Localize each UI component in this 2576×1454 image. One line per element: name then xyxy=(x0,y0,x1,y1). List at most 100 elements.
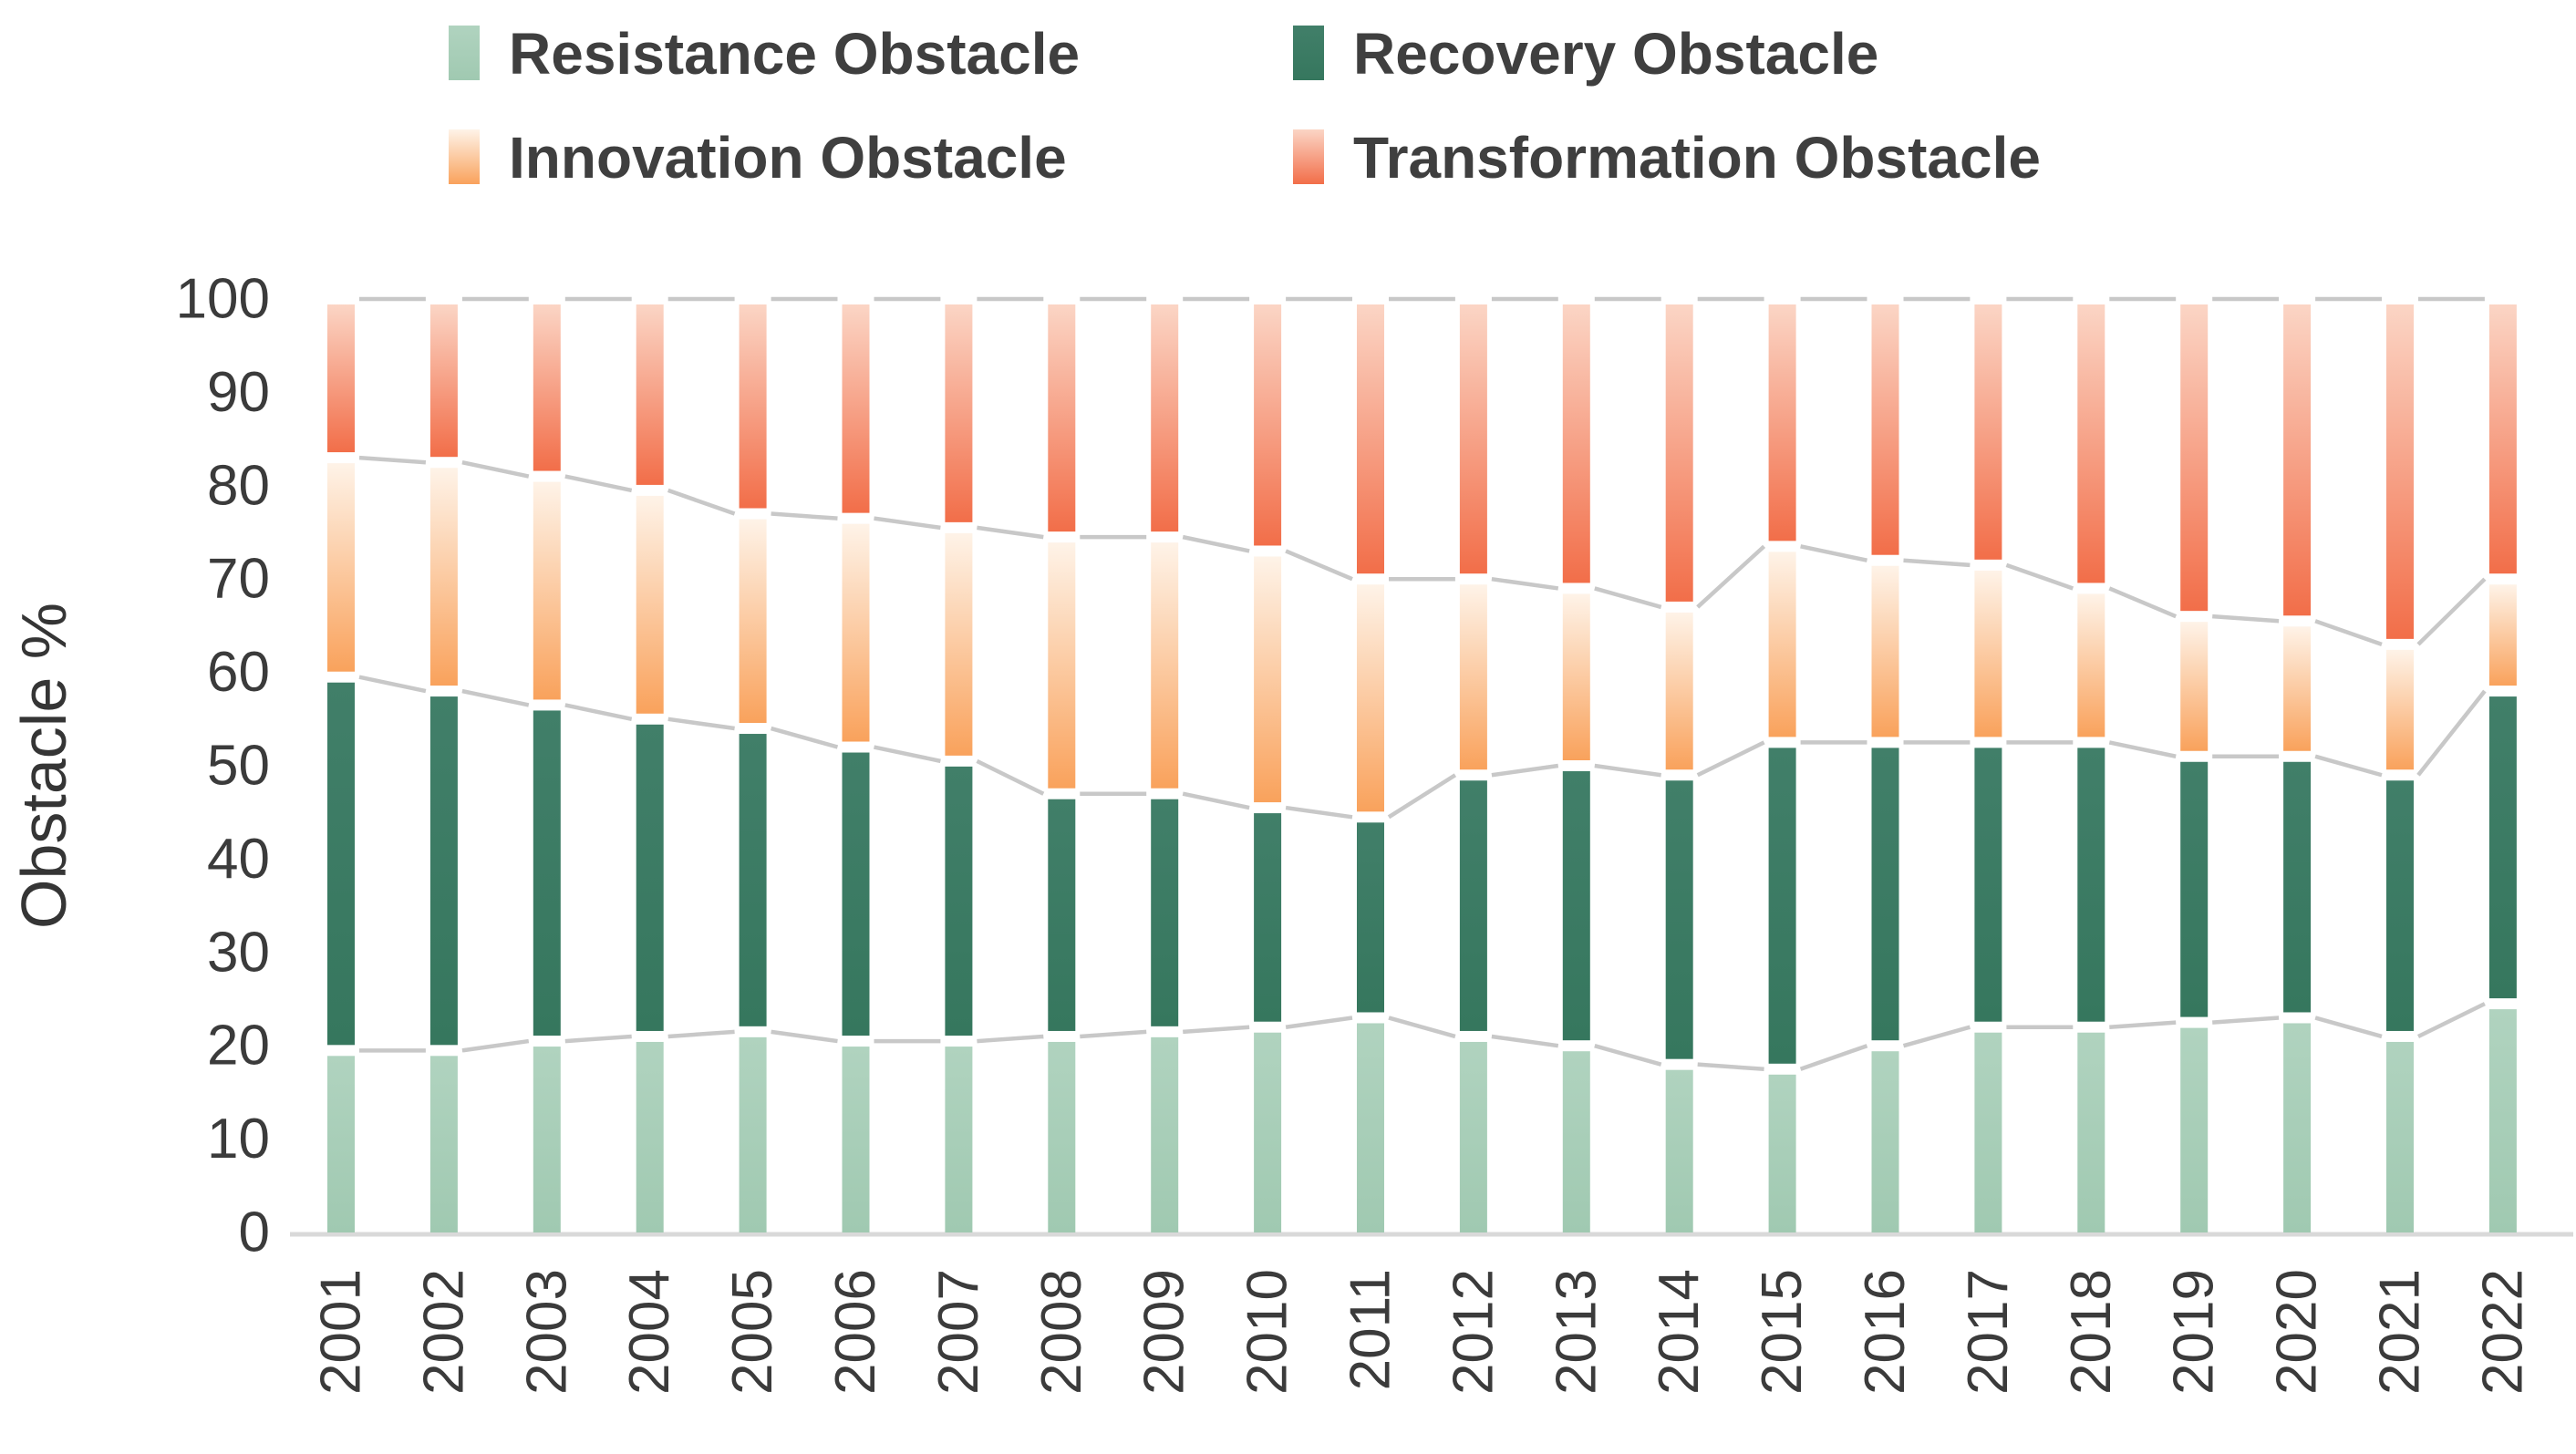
connector-line xyxy=(564,474,633,493)
connector-line xyxy=(1285,1016,1353,1029)
bar-segment-transformation-obstacle-2010 xyxy=(1254,304,1282,546)
connector-line xyxy=(1696,740,1765,778)
bar-segment-transformation-obstacle-2001 xyxy=(327,304,355,453)
y-tick-label-30: 30 xyxy=(207,921,270,984)
x-axis-labels: 2001 2002 2003 2004 2005 2006 2007 2008 2009 2010… xyxy=(310,1269,2535,1395)
bar-segment-recovery-obstacle-2022 xyxy=(2488,696,2517,999)
connector-line xyxy=(1800,544,1867,562)
connector-line xyxy=(1285,805,1353,820)
connector-line xyxy=(1182,534,1250,553)
bar-segment-resistance-obstacle-2018 xyxy=(2077,1032,2105,1232)
bar-segment-recovery-obstacle-2001 xyxy=(327,682,355,1046)
bar-segment-innovation-obstacle-2015 xyxy=(1768,552,1796,737)
x-label-2008: 2008 xyxy=(1030,1269,1093,1395)
connector-line xyxy=(2005,562,2074,591)
y-tick-label-70: 70 xyxy=(207,548,270,611)
x-label-2016: 2016 xyxy=(1854,1269,1917,1395)
legend-swatch-recovery xyxy=(1293,26,1324,80)
connector-line xyxy=(667,488,736,516)
bar-segment-resistance-obstacle-2004 xyxy=(636,1041,664,1232)
bar-segment-transformation-obstacle-2009 xyxy=(1151,304,1179,532)
bar-segment-innovation-obstacle-2006 xyxy=(842,523,870,742)
connector-line xyxy=(461,1038,530,1053)
y-tick-label-60: 60 xyxy=(207,641,270,704)
bar-segment-innovation-obstacle-2020 xyxy=(2283,626,2312,751)
x-label-2001: 2001 xyxy=(310,1269,373,1395)
x-label-2007: 2007 xyxy=(927,1269,990,1395)
connector-line xyxy=(461,688,530,707)
plot-area xyxy=(290,296,2573,1237)
y-tick-label-90: 90 xyxy=(207,361,270,424)
y-tick-label-0: 0 xyxy=(239,1201,270,1264)
bar-segment-transformation-obstacle-2021 xyxy=(2386,304,2414,639)
bar-segment-recovery-obstacle-2005 xyxy=(739,734,767,1026)
x-label-2015: 2015 xyxy=(1751,1269,1814,1395)
x-label-2012: 2012 xyxy=(1442,1269,1505,1395)
x-label-2018: 2018 xyxy=(2060,1269,2123,1395)
connector-line xyxy=(2416,689,2487,777)
y-tick-label-80: 80 xyxy=(207,454,270,517)
bar-segment-recovery-obstacle-2004 xyxy=(636,724,664,1031)
bar-segment-transformation-obstacle-2011 xyxy=(1357,304,1384,574)
legend-label-resistance: Resistance Obstacle xyxy=(509,21,1080,87)
bar-segment-resistance-obstacle-2019 xyxy=(2180,1027,2209,1232)
bar-segment-transformation-obstacle-2020 xyxy=(2283,304,2312,616)
connector-line xyxy=(358,455,427,465)
connector-line xyxy=(771,511,838,521)
bar-segment-transformation-obstacle-2015 xyxy=(1768,304,1796,541)
bar-segment-transformation-obstacle-2018 xyxy=(2077,304,2105,583)
connector-line xyxy=(1799,1044,1868,1071)
bar-segment-transformation-obstacle-2008 xyxy=(1048,304,1076,532)
bar-segment-recovery-obstacle-2014 xyxy=(1665,780,1693,1059)
connector-line xyxy=(1594,586,1662,610)
connector-line xyxy=(564,1034,632,1044)
bar-segment-transformation-obstacle-2004 xyxy=(636,304,664,485)
bar-segment-transformation-obstacle-2019 xyxy=(2180,304,2209,612)
bar-segment-resistance-obstacle-2003 xyxy=(533,1047,561,1232)
bar-segment-recovery-obstacle-2021 xyxy=(2386,780,2414,1031)
bar-segment-transformation-obstacle-2012 xyxy=(1459,304,1487,574)
y-axis-tick-labels: 0 10 20 30 40 50 60 70 80 90 100 xyxy=(176,268,270,1264)
bar-segment-transformation-obstacle-2013 xyxy=(1562,304,1590,583)
bar-segment-innovation-obstacle-2011 xyxy=(1357,584,1384,812)
x-label-2014: 2014 xyxy=(1648,1269,1711,1395)
x-label-2004: 2004 xyxy=(618,1269,681,1395)
bar-segment-transformation-obstacle-2005 xyxy=(739,304,767,509)
bar-segment-innovation-obstacle-2002 xyxy=(429,468,458,686)
bar-segment-innovation-obstacle-2007 xyxy=(945,532,973,756)
x-label-2006: 2006 xyxy=(824,1269,887,1395)
bar-segment-recovery-obstacle-2006 xyxy=(842,752,870,1036)
bar-segment-recovery-obstacle-2013 xyxy=(1562,771,1590,1041)
connector-line xyxy=(1594,763,1662,778)
connector-line xyxy=(2417,1002,2486,1038)
bar-segment-innovation-obstacle-2022 xyxy=(2488,584,2517,686)
bar-segment-recovery-obstacle-2002 xyxy=(429,696,458,1046)
bar-segment-innovation-obstacle-2009 xyxy=(1151,542,1179,789)
bar-segment-resistance-obstacle-2015 xyxy=(1768,1074,1796,1232)
bar-segment-transformation-obstacle-2016 xyxy=(1871,304,1899,555)
connector-line xyxy=(1491,576,1559,591)
bar-segment-resistance-obstacle-2001 xyxy=(327,1056,355,1232)
bar-segment-resistance-obstacle-2013 xyxy=(1562,1051,1590,1232)
legend-label-recovery: Recovery Obstacle xyxy=(1353,21,1878,87)
y-tick-label-10: 10 xyxy=(207,1108,270,1170)
bar-segment-resistance-obstacle-2009 xyxy=(1151,1036,1179,1232)
legend-label-transformation: Transformation Obstacle xyxy=(1353,125,2041,191)
connector-line xyxy=(667,717,735,731)
x-label-2021: 2021 xyxy=(2369,1269,2432,1395)
bar-segment-resistance-obstacle-2008 xyxy=(1048,1041,1076,1232)
bar-segment-recovery-obstacle-2009 xyxy=(1151,799,1179,1026)
connector-line xyxy=(2108,740,2177,758)
y-tick-label-100: 100 xyxy=(176,268,270,331)
bar-segment-transformation-obstacle-2002 xyxy=(429,304,458,458)
bar-segment-recovery-obstacle-2011 xyxy=(1357,822,1384,1013)
connector-line xyxy=(667,1029,735,1039)
connector-line xyxy=(1594,1044,1662,1067)
bar-segment-resistance-obstacle-2006 xyxy=(842,1047,870,1232)
bar-segment-recovery-obstacle-2020 xyxy=(2283,761,2312,1013)
y-axis-title: Obstacle % xyxy=(8,603,79,929)
bar-segment-transformation-obstacle-2006 xyxy=(842,304,870,513)
bar-segment-recovery-obstacle-2018 xyxy=(2077,748,2105,1022)
bar-segment-innovation-obstacle-2001 xyxy=(327,463,355,672)
